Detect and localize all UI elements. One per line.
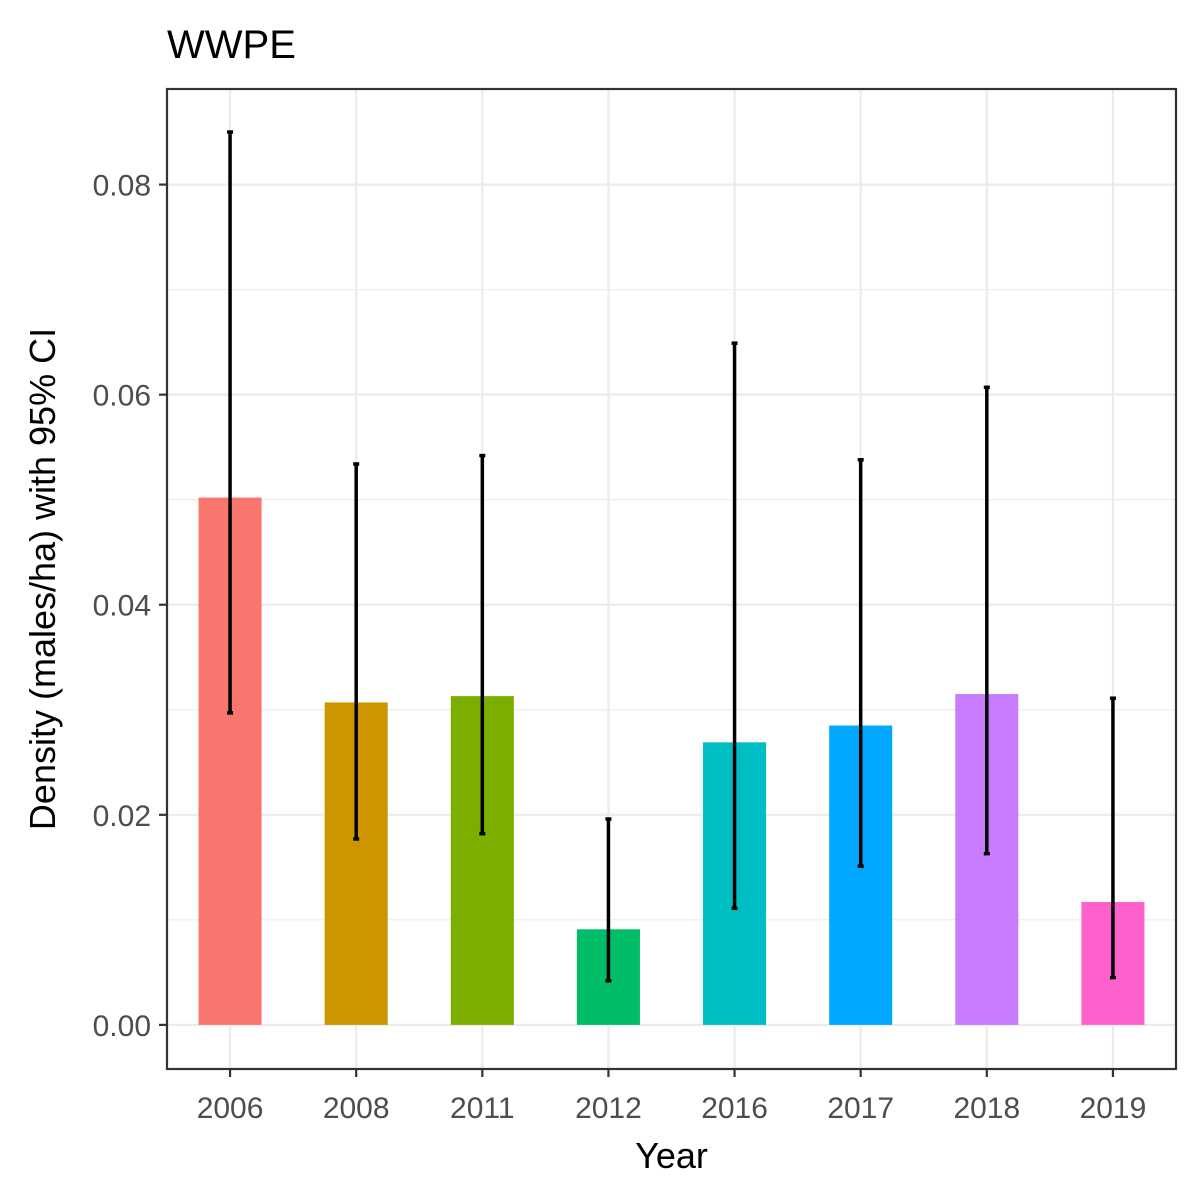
error-bar-2017 xyxy=(857,458,864,869)
y-axis-title: Density (males/ha) with 95% CI xyxy=(22,328,63,830)
error-bar-2006 xyxy=(227,130,234,715)
x-tick-label-2017: 2017 xyxy=(827,1092,894,1125)
error-bars xyxy=(227,130,1116,983)
x-tick-label-2006: 2006 xyxy=(197,1092,264,1125)
error-bar-2011 xyxy=(479,453,486,836)
error-bar-2012 xyxy=(605,817,612,983)
grid xyxy=(167,89,1176,1069)
bars xyxy=(198,497,1145,1025)
x-tick-label-2018: 2018 xyxy=(953,1092,1020,1125)
y-tick-label: 0.08 xyxy=(93,170,151,203)
y-tick-label: 0.04 xyxy=(93,590,151,623)
x-tick-label-2011: 2011 xyxy=(450,1092,515,1125)
y-axis: 0.00 0.02 0.04 0.06 0.08 xyxy=(93,170,167,1043)
error-bar-2008 xyxy=(353,462,360,841)
y-tick-label: 0.00 xyxy=(93,1010,151,1043)
x-axis: 2006 2008 2011 2012 2016 2017 2018 2019 xyxy=(197,1069,1147,1125)
y-tick-label: 0.06 xyxy=(93,380,151,413)
y-tick-label: 0.02 xyxy=(93,800,151,833)
x-axis-title: Year xyxy=(635,1135,708,1176)
chart-title: WWPE xyxy=(167,23,296,67)
x-tick-label-2019: 2019 xyxy=(1080,1092,1147,1125)
x-tick-label-2008: 2008 xyxy=(323,1092,390,1125)
error-bar-2018 xyxy=(983,385,990,856)
error-bar-2016 xyxy=(731,341,738,911)
error-bar-2019 xyxy=(1109,696,1116,980)
panel-border xyxy=(165,87,1178,1071)
x-tick-label-2012: 2012 xyxy=(575,1092,642,1125)
x-tick-label-2016: 2016 xyxy=(701,1092,768,1125)
